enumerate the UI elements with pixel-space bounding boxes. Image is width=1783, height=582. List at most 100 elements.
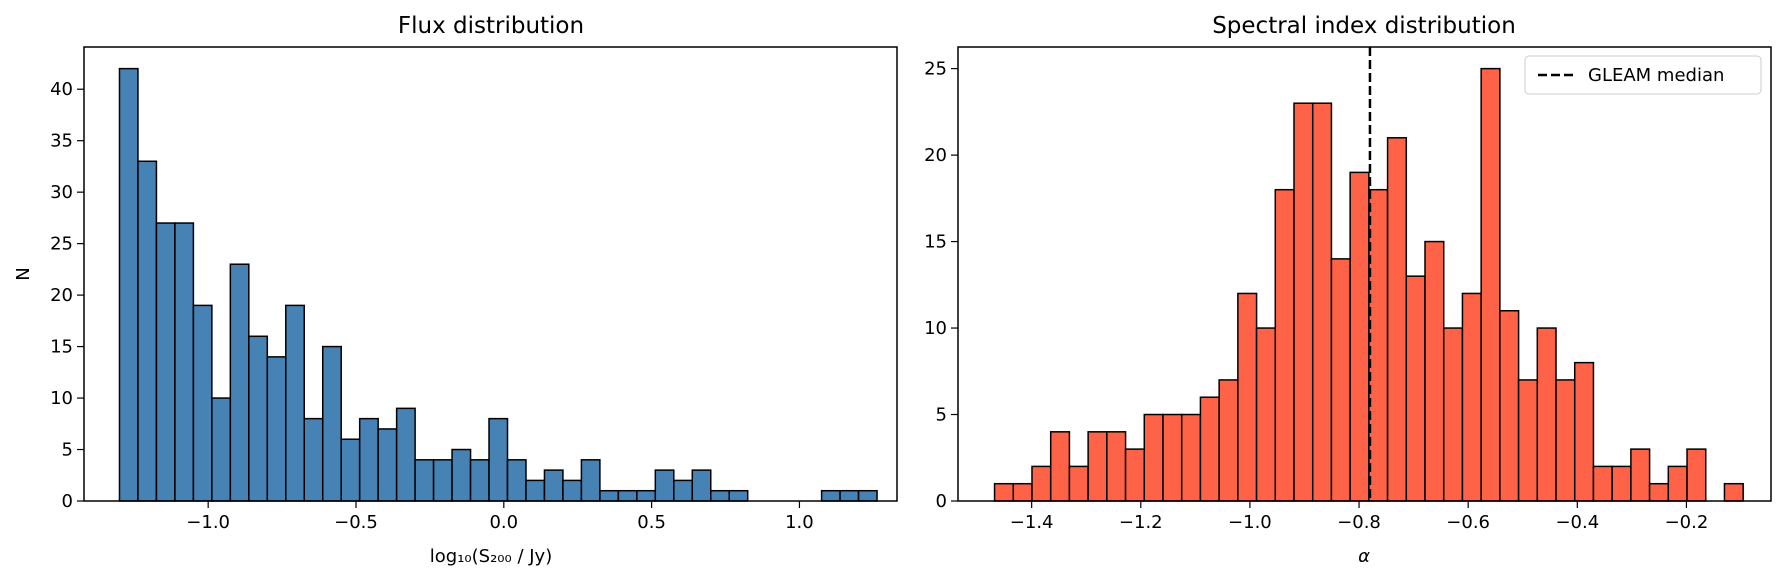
spectral-histogram-bar [1611,465,1632,502]
spectral-histogram-bar [1723,482,1744,502]
spectral-histogram-bar [1199,396,1220,502]
flux-histogram-bar [580,459,601,502]
spectral-x-tick-label: −0.4 [1555,512,1599,533]
spectral-histogram-bar [1442,327,1464,502]
spectral-histogram-bar [1592,465,1613,502]
spectral-histogram-bar [993,482,1015,502]
spectral-index-panel: Spectral index distribution −1.4 −1.2 −1.0… [924,13,1772,567]
spectral-histogram-bar [1180,413,1202,502]
flux-histogram-bar [599,489,620,502]
flux-y-tick-label: 10 [50,388,73,409]
flux-histogram-bar [728,489,749,502]
spectral-histogram-bar [1012,482,1033,502]
spectral-histogram-bar [1686,448,1707,502]
spectral-histogram-bar [1237,292,1258,502]
flux-bars [118,67,878,502]
flux-histogram-bar [266,356,287,502]
spectral-histogram-bar [1049,431,1071,502]
flux-y-tick-label: 5 [62,440,73,461]
spectral-histogram-bar [1630,448,1651,502]
spectral-histogram-bar [1330,258,1351,502]
spectral-histogram-bar [1218,379,1239,502]
spectral-x-ticks: −1.4 −1.2 −1.0 −0.8 −0.6 −0.4 −0.2 [1010,501,1708,533]
spectral-x-tick-label: −1.0 [1228,512,1272,533]
flux-panel: Flux distribution −1.0 −0.5 0.0 0.5 1.0 0 5 10… [13,13,898,567]
spectral-histogram-bar [1368,188,1389,502]
flux-histogram-bar [118,67,139,502]
flux-histogram-bar [358,417,379,502]
flux-histogram-bar [469,459,490,502]
spectral-x-tick-label: −0.2 [1665,512,1709,533]
flux-histogram-bar [525,479,546,502]
spectral-histogram-bar [1461,292,1482,502]
flux-x-axis-label: log₁₀(S₂₀₀ / Jy) [430,546,552,567]
legend-box [1524,55,1762,95]
spectral-histogram-bar [1555,379,1576,502]
flux-x-tick-label: 0.5 [637,512,666,533]
flux-histogram-bar [488,417,509,502]
flux-chart-title: Flux distribution [398,13,584,39]
spectral-x-tick-label: −0.8 [1337,512,1381,533]
flux-y-tick-label: 15 [50,337,73,358]
flux-y-ticks: 0 5 10 15 20 25 30 35 40 [50,79,84,512]
flux-y-tick-label: 40 [50,79,73,100]
spectral-x-tick-label: −1.4 [1010,512,1054,533]
flux-histogram-bar [654,469,675,502]
flux-histogram-bar [414,459,435,502]
spectral-x-tick-label: −1.2 [1119,512,1163,533]
flux-x-tick-label: 0.0 [489,512,518,533]
spectral-histogram-bar [1405,275,1426,502]
spectral-x-axis-label: α [1358,546,1370,567]
spectral-histogram-bar [1311,102,1333,502]
flux-x-tick-label: −1.0 [186,512,230,533]
spectral-plot-frame [957,46,1772,502]
flux-histogram-bar [285,304,305,502]
flux-histogram-bar [562,479,583,502]
flux-histogram-bar [857,489,878,502]
flux-histogram-bar [137,160,158,502]
spectral-histogram-bar [1349,171,1370,502]
spectral-histogram-bar [1143,413,1164,502]
spectral-histogram-bar [1573,361,1595,502]
flux-histogram-bar [451,448,472,502]
flux-histogram-bar [229,263,250,502]
flux-plot-frame [83,46,898,502]
flux-histogram-bar [506,459,527,502]
flux-histogram-bar [321,345,342,502]
flux-y-tick-label: 30 [50,182,73,203]
flux-histogram-bar [820,489,841,502]
flux-histogram-bar [839,489,860,502]
flux-x-tick-label: −0.5 [334,512,378,533]
spectral-histogram-bar [1386,137,1408,502]
flux-histogram-bar [248,335,269,502]
spectral-y-tick-label: 0 [936,491,947,512]
flux-histogram-bar [617,489,638,502]
flux-y-tick-label: 0 [62,491,73,512]
flux-histogram-bar [340,438,361,502]
spectral-y-tick-label: 20 [924,145,947,166]
spectral-y-tick-label: 25 [924,59,947,80]
spectral-histogram-bar [1517,379,1539,502]
spectral-y-tick-label: 5 [936,405,947,426]
spectral-histogram-bar [1480,67,1501,502]
spectral-histogram-bar [1274,188,1295,502]
flux-histogram-bar [395,407,416,502]
flux-y-tick-label: 25 [50,234,73,255]
flux-histogram-bar [192,304,213,502]
spectral-histogram-bar [1068,465,1089,502]
flux-histogram-bar [211,397,232,502]
flux-histogram-bar [691,469,712,502]
flux-x-tick-label: 1.0 [785,512,814,533]
spectral-chart-title: Spectral index distribution [1212,13,1516,39]
flux-histogram-bar [673,479,694,502]
spectral-y-ticks: 0 5 10 15 20 25 [924,59,958,512]
flux-histogram-bar [155,222,176,502]
legend: GLEAM median [1524,55,1762,95]
spectral-y-tick-label: 15 [924,232,947,253]
spectral-histogram-bar [1087,431,1108,502]
spectral-histogram-bar [1124,448,1146,502]
spectral-histogram-bar [1162,413,1183,502]
flux-y-tick-label: 20 [50,285,73,306]
spectral-histogram-bar [1499,310,1520,502]
